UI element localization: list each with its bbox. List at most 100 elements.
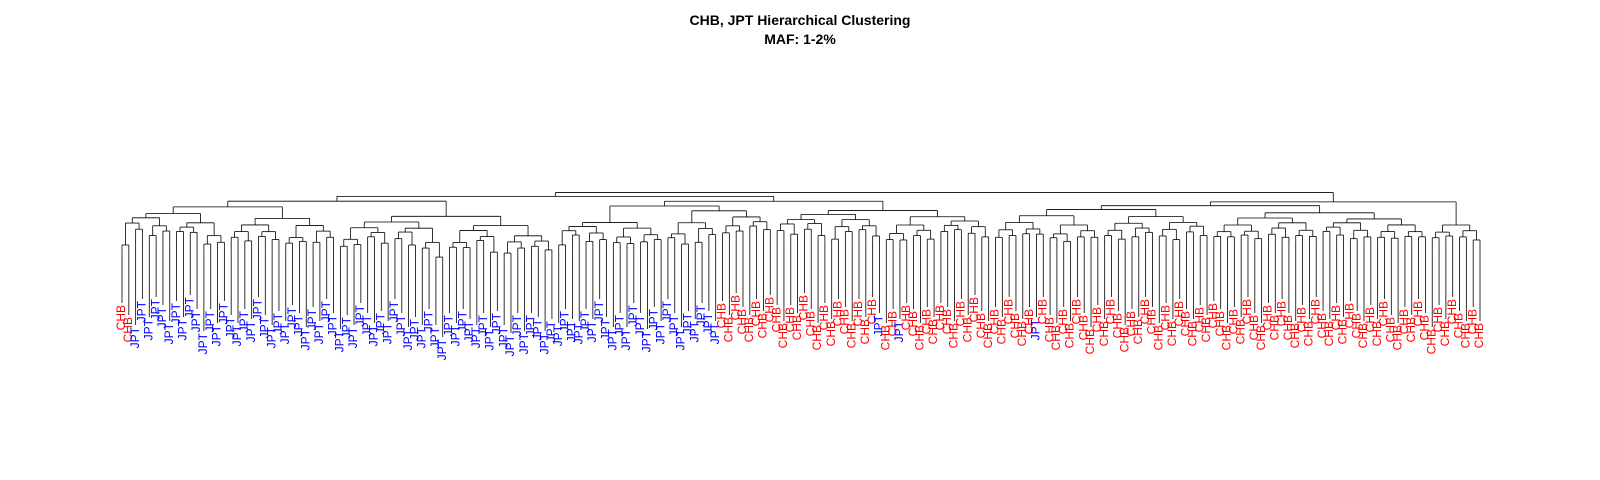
leaf-label-chb: CHB — [954, 301, 968, 326]
leaf-label-chb: CHB — [967, 297, 981, 322]
leaf-label-jpt: JPT — [619, 328, 633, 350]
leaf-label-chb: CHB — [797, 295, 811, 320]
leaf-label-jpt: JPT — [244, 320, 258, 342]
leaf-label-chb: CHB — [865, 299, 879, 324]
leaf-label-jpt: JPT — [176, 318, 190, 340]
leaf-label-jpt: JPT — [653, 322, 667, 344]
leaf-label-jpt: JPT — [469, 326, 483, 348]
leaf-label-jpt: JPT — [530, 318, 544, 340]
leaf-label-jpt: JPT — [141, 318, 155, 340]
leaf-label-chb: CHB — [722, 317, 736, 342]
leaf-label-chb: CHB — [926, 319, 940, 344]
leaf-label-jpt: JPT — [872, 314, 886, 336]
leaf-label-chb: CHB — [121, 317, 135, 342]
leaf-label-jpt: JPT — [701, 312, 715, 334]
leaf-label-jpt: JPT — [592, 300, 606, 322]
leaf-label-chb: CHB — [1035, 299, 1049, 324]
leaf-label-chb: CHB — [1349, 313, 1363, 338]
leaf-label-chb: CHB — [728, 295, 742, 320]
leaf-label-chb: CHB — [114, 305, 128, 330]
leaf-label-jpt: JPT — [148, 298, 162, 320]
leaf-label-jpt: JPT — [319, 300, 333, 322]
leaf-label-chb: CHB — [1377, 301, 1391, 326]
leaf-label-jpt: JPT — [483, 328, 497, 350]
leaf-label-jpt: JPT — [182, 296, 196, 318]
leaf-label-chb: CHB — [994, 319, 1008, 344]
leaf-label-chb: CHB — [1261, 305, 1275, 330]
leaf-label-chb: CHB — [1117, 327, 1131, 352]
leaf-label-jpt: JPT — [210, 324, 224, 346]
leaf-label-chb: CHB — [1151, 325, 1165, 350]
leaf-label-chb: CHB — [919, 309, 933, 334]
leaf-label-jpt: JPT — [640, 330, 654, 352]
leaf-label-chb: CHB — [1322, 321, 1336, 346]
leaf-label-jpt: JPT — [162, 322, 176, 344]
leaf-label-chb: CHB — [1267, 315, 1281, 340]
leaf-label-chb: CHB — [1281, 315, 1295, 340]
leaf-label-chb: CHB — [1356, 323, 1370, 348]
leaf-label-chb: CHB — [1192, 307, 1206, 332]
leaf-label-jpt: JPT — [694, 304, 708, 326]
leaf-label-jpt: JPT — [892, 320, 906, 342]
leaf-label-jpt: JPT — [339, 316, 353, 338]
leaf-label-chb: CHB — [1220, 325, 1234, 350]
leaf-label-chb: CHB — [1124, 311, 1138, 336]
leaf-label-jpt: JPT — [585, 320, 599, 342]
leaf-label-jpt: JPT — [626, 304, 640, 326]
leaf-label-jpt: JPT — [551, 324, 565, 346]
leaf-label-jpt: JPT — [612, 314, 626, 336]
leaf-label-chb: CHB — [1049, 325, 1063, 350]
leaf-label-jpt: JPT — [285, 306, 299, 328]
leaf-label-jpt: JPT — [687, 320, 701, 342]
leaf-label-chb: CHB — [1022, 309, 1036, 334]
leaf-label-jpt: JPT — [251, 298, 265, 320]
leaf-label-chb: CHB — [749, 301, 763, 326]
leaf-label-chb: CHB — [906, 311, 920, 336]
leaf-label-jpt: JPT — [257, 316, 271, 338]
leaf-label-jpt: JPT — [333, 330, 347, 352]
leaf-label-jpt: JPT — [353, 304, 367, 326]
leaf-label-chb: CHB — [1042, 317, 1056, 342]
leaf-label-jpt: JPT — [373, 312, 387, 334]
leaf-label-jpt: JPT — [667, 314, 681, 336]
leaf-label-chb: CHB — [1431, 307, 1445, 332]
leaf-label-chb: CHB — [885, 311, 899, 336]
leaf-label-chb: CHB — [974, 313, 988, 338]
leaf-label-jpt: JPT — [571, 322, 585, 344]
leaf-label-chb: CHB — [1390, 325, 1404, 350]
leaf-label-chb: CHB — [1336, 319, 1350, 344]
leaf-label-chb: CHB — [783, 307, 797, 332]
leaf-label-jpt: JPT — [271, 312, 285, 334]
leaf-label-chb: CHB — [1158, 305, 1172, 330]
leaf-label-jpt: JPT — [305, 308, 319, 330]
leaf-label-chb: CHB — [1008, 313, 1022, 338]
leaf-label-chb: CHB — [1397, 309, 1411, 334]
leaf-label-chb: CHB — [1452, 313, 1466, 338]
leaf-label-jpt: JPT — [217, 302, 231, 324]
leaf-label-chb: CHB — [933, 305, 947, 330]
leaf-label-chb: CHB — [810, 325, 824, 350]
leaf-label-jpt: JPT — [394, 314, 408, 336]
leaf-label-jpt: JPT — [1029, 318, 1043, 340]
leaf-label-chb: CHB — [1165, 321, 1179, 346]
leaf-label-chb: CHB — [817, 305, 831, 330]
leaf-label-chb: CHB — [1206, 303, 1220, 328]
leaf-label-chb: CHB — [1247, 315, 1261, 340]
leaf-label-jpt: JPT — [428, 326, 442, 348]
leaf-label-jpt: JPT — [414, 326, 428, 348]
leaf-label-chb: CHB — [1076, 315, 1090, 340]
leaf-label-jpt: JPT — [524, 314, 538, 336]
leaf-label-chb: CHB — [1315, 313, 1329, 338]
leaf-label-chb: CHB — [831, 301, 845, 326]
leaf-label-jpt: JPT — [476, 314, 490, 336]
leaf-label-chb: CHB — [1110, 313, 1124, 338]
leaf-label-chb: CHB — [1097, 321, 1111, 346]
leaf-label-chb: CHB — [988, 309, 1002, 334]
leaf-label-chb: CHB — [1070, 299, 1084, 324]
leaf-label-jpt: JPT — [681, 312, 695, 334]
leaf-label-jpt: JPT — [292, 314, 306, 336]
leaf-label-chb: CHB — [1199, 317, 1213, 342]
leaf-label-chb: CHB — [1145, 309, 1159, 334]
leaf-label-chb: CHB — [1445, 299, 1459, 324]
leaf-label-chb: CHB — [1465, 309, 1479, 334]
